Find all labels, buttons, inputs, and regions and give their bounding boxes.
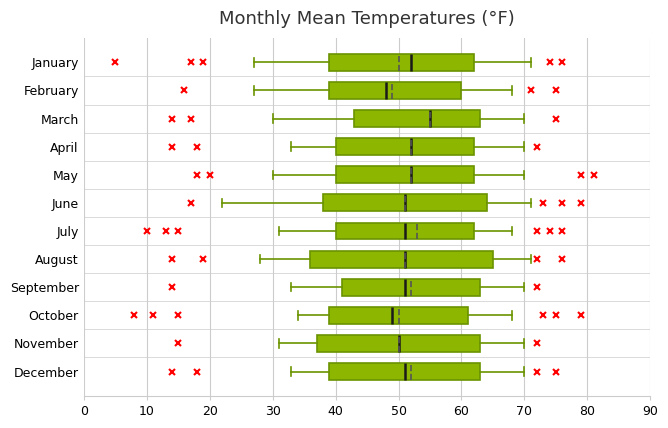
PathPatch shape [329,82,462,99]
PathPatch shape [335,166,474,183]
PathPatch shape [355,110,480,127]
PathPatch shape [323,194,487,211]
PathPatch shape [317,335,480,352]
PathPatch shape [329,363,480,380]
PathPatch shape [311,251,493,268]
PathPatch shape [329,54,474,71]
PathPatch shape [335,223,474,239]
Title: Monthly Mean Temperatures (°F): Monthly Mean Temperatures (°F) [219,10,515,28]
PathPatch shape [329,307,468,324]
PathPatch shape [342,279,480,296]
PathPatch shape [335,138,474,155]
